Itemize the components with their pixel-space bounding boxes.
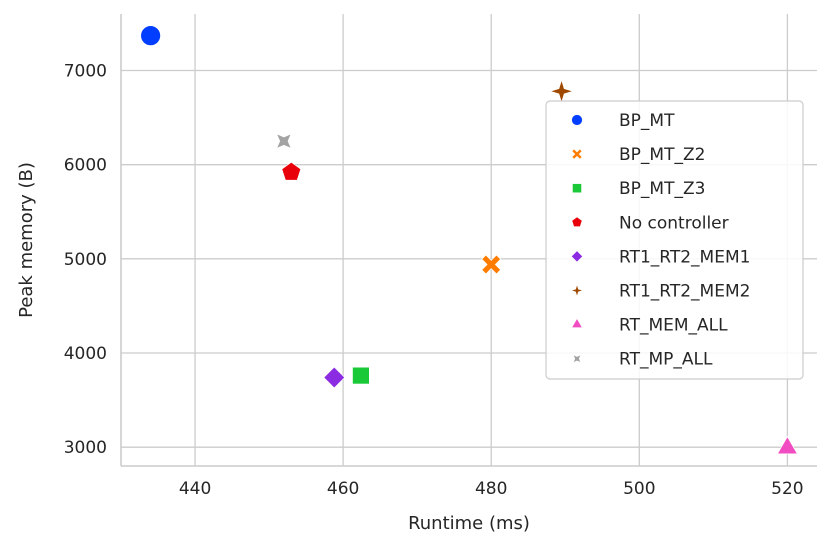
- legend-box: [545, 100, 804, 380]
- legend-item: RT1_RT2_MEM1: [570, 247, 750, 267]
- data-point: [548, 78, 575, 105]
- x-tick-label: 520: [771, 479, 803, 499]
- data-point: [776, 435, 799, 455]
- legend-marker: [572, 353, 582, 364]
- data-point: [351, 366, 370, 385]
- legend-label: RT1_RT2_MEM2: [619, 282, 750, 302]
- legend-marker: [571, 114, 583, 126]
- legend-marker: [569, 282, 585, 299]
- legend-label: BP_MT: [619, 111, 675, 131]
- y-tick-label: 6000: [64, 156, 107, 176]
- y-tick-label: 5000: [64, 250, 107, 270]
- legend-label: RT_MP_ALL: [619, 350, 713, 370]
- data-point: [281, 161, 302, 181]
- legend-marker: [571, 216, 583, 228]
- legend-marker: [570, 250, 584, 263]
- x-axis-title: Runtime (ms): [408, 513, 530, 534]
- data-point: [481, 254, 502, 275]
- legend-label: BP_MT_Z3: [619, 179, 705, 199]
- legend-item: BP_MT_Z3: [571, 179, 705, 199]
- y-axis-title: Peak memory (B): [16, 162, 37, 318]
- x-tick-label: 480: [475, 479, 507, 499]
- legend: BP_MT BP_MT_Z2 BP_MT_Z3 No controller RT1_RT…: [545, 100, 804, 380]
- y-tick-label: 4000: [64, 344, 107, 364]
- legend-item: BP_MT: [571, 111, 675, 131]
- data-point: [140, 25, 162, 47]
- legend-item: No controller: [571, 213, 729, 233]
- axes: [120, 14, 817, 467]
- legend-marker: [571, 148, 583, 160]
- legend-label: BP_MT_Z2: [619, 145, 705, 165]
- data-points: [140, 25, 799, 455]
- legend-label: No controller: [619, 213, 729, 233]
- y-tick-label: 3000: [64, 438, 107, 458]
- x-tick-label: 460: [327, 479, 359, 499]
- data-point: [323, 366, 346, 389]
- x-tick-label: 440: [179, 479, 211, 499]
- legend-item: RT1_RT2_MEM2: [569, 282, 750, 302]
- legend-label: RT_MEM_ALL: [619, 316, 728, 336]
- tick-labels: 440 460 480 500 520 3000 4000 5000 6000 7000: [64, 62, 804, 500]
- legend-item: BP_MT_Z2: [571, 145, 705, 165]
- data-point: [275, 132, 293, 150]
- x-tick-label: 500: [623, 479, 655, 499]
- legend-marker: [570, 317, 584, 329]
- legend-marker: [571, 183, 583, 194]
- legend-item: RT_MP_ALL: [572, 350, 713, 370]
- legend-item: RT_MEM_ALL: [570, 316, 728, 336]
- y-tick-label: 7000: [64, 62, 107, 82]
- legend-label: RT1_RT2_MEM1: [619, 247, 750, 267]
